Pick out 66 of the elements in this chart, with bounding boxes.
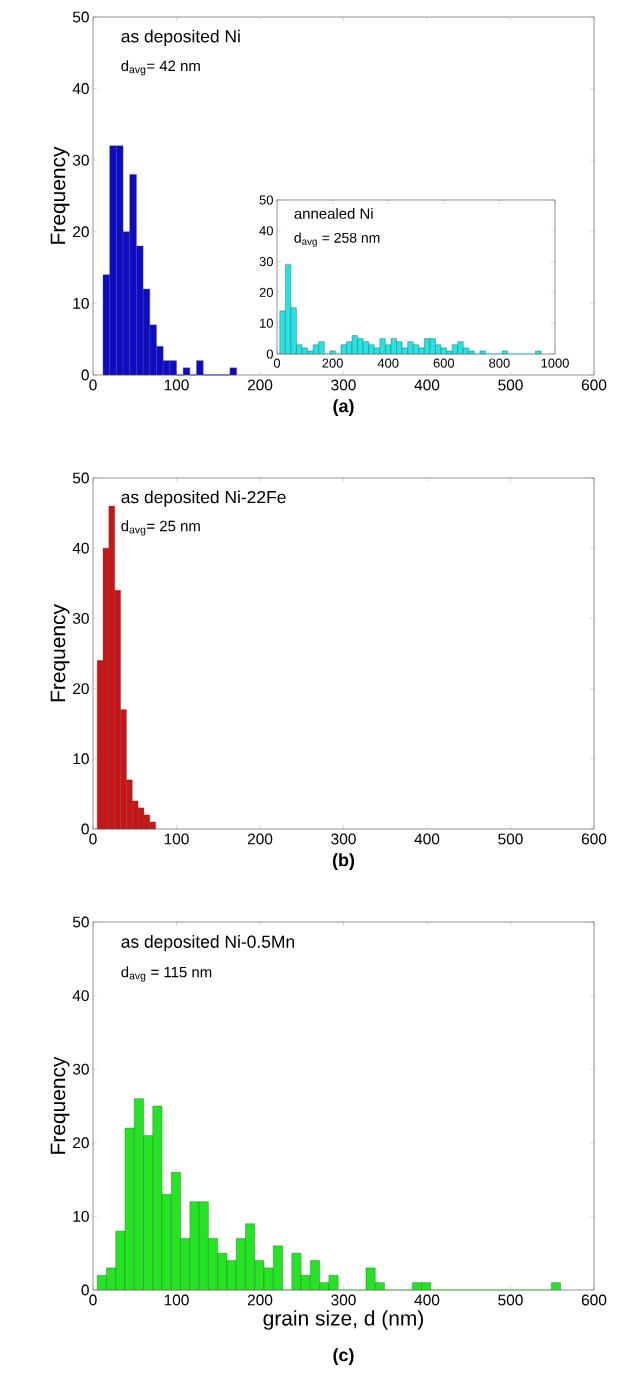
- x-tick-label: 500: [498, 833, 523, 845]
- x-tick-label: 100: [164, 833, 189, 845]
- x-tick-label: 400: [414, 379, 440, 391]
- y-tick-label: 50: [72, 472, 89, 484]
- y-axis-title: Frequency: [50, 604, 70, 702]
- x-tick-label: 400: [377, 358, 399, 368]
- x-tick-label: 600: [581, 1294, 607, 1306]
- x-tick-label: 1000: [541, 358, 569, 368]
- text: (b): [332, 853, 355, 870]
- x-axis-title: grain size, d (nm): [263, 1310, 423, 1330]
- annotation: as deposited Ni-22Fe: [121, 490, 286, 507]
- y-tick-label: 30: [72, 1063, 89, 1075]
- x-tick-label: 100: [164, 1294, 189, 1306]
- y-tick-label: 0: [81, 823, 89, 835]
- annotation: d$_{avg}$ = 258 nm: [294, 232, 380, 247]
- x-tick-label: 200: [247, 379, 273, 391]
- x-tick-label: 400: [414, 1294, 440, 1306]
- x-tick-label: 0: [273, 358, 281, 368]
- y-tick-label: 40: [259, 226, 273, 236]
- annotation: d$_{avg}$= 42 nm: [121, 60, 200, 76]
- annotation: annealed Ni: [294, 207, 373, 219]
- y-tick-label: 50: [72, 916, 89, 928]
- y-tick-label: 10: [73, 297, 89, 309]
- y-tick-label: 30: [259, 257, 273, 267]
- x-tick-label: 600: [581, 833, 607, 845]
- y-axis-title: Frequency: [50, 1056, 70, 1154]
- y-tick-label: 40: [72, 542, 89, 554]
- y-axis-title: Frequency: [50, 146, 70, 244]
- x-tick-label: 200: [322, 358, 343, 368]
- x-tick-label: 500: [498, 379, 523, 391]
- y-tick-label: 20: [259, 287, 273, 297]
- text: (c): [333, 1348, 354, 1365]
- y-tick-label: 10: [73, 1210, 89, 1222]
- y-tick-label: 40: [72, 83, 89, 95]
- x-tick-label: 300: [331, 1294, 356, 1306]
- y-tick-label: 30: [72, 612, 89, 624]
- x-tick-label: 800: [489, 358, 510, 368]
- x-tick-label: 100: [164, 379, 189, 391]
- y-tick-label: 0: [81, 1284, 89, 1296]
- x-tick-label: 200: [247, 833, 273, 845]
- y-tick-label: 50: [72, 11, 89, 23]
- x-tick-label: 500: [498, 1294, 523, 1306]
- x-tick-label: 0: [89, 1294, 97, 1306]
- x-tick-label: 300: [331, 833, 356, 845]
- annotation: d$_{avg}$ = 115 nm: [121, 966, 212, 982]
- annotation: d$_{avg}$= 25 nm: [121, 520, 200, 536]
- x-tick-label: 300: [331, 379, 356, 391]
- y-tick-label: 20: [73, 1137, 89, 1149]
- x-tick-label: 0: [89, 379, 97, 391]
- y-tick-label: 10: [260, 318, 273, 328]
- y-tick-label: 20: [73, 683, 89, 695]
- annotation: as deposited Ni-0.5Mn: [121, 935, 295, 952]
- y-tick-label: 50: [259, 195, 273, 205]
- x-tick-label: 0: [89, 833, 97, 845]
- x-tick-label: 400: [414, 833, 440, 845]
- y-tick-label: 20: [73, 226, 89, 238]
- y-tick-label: 10: [73, 753, 89, 765]
- y-tick-label: 30: [72, 154, 89, 166]
- x-tick-label: 600: [581, 379, 607, 391]
- annotation: as deposited Ni: [121, 29, 240, 46]
- x-tick-label: 600: [433, 358, 455, 368]
- x-tick-label: 200: [247, 1294, 273, 1306]
- y-tick-label: 0: [81, 369, 89, 381]
- y-tick-label: 0: [266, 349, 273, 359]
- text: (a): [333, 399, 354, 416]
- y-tick-label: 40: [72, 990, 89, 1002]
